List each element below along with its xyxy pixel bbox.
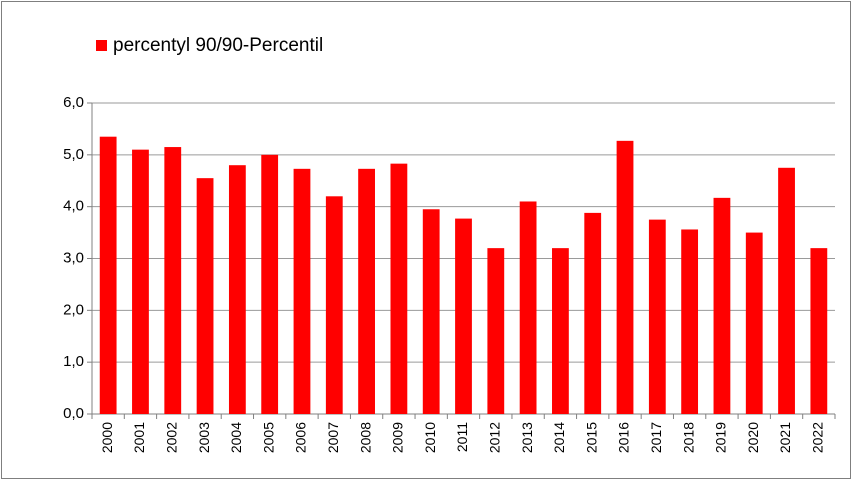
x-tick-label: 2014 bbox=[551, 422, 567, 453]
x-tick-label: 2001 bbox=[131, 422, 147, 453]
bar bbox=[681, 229, 699, 414]
x-tick-label: 2015 bbox=[583, 422, 599, 453]
bar bbox=[616, 140, 634, 415]
bar bbox=[810, 248, 828, 414]
y-tick-label: 5,0 bbox=[63, 146, 84, 163]
y-tick-label: 6,0 bbox=[63, 94, 84, 111]
x-tick-label: 2012 bbox=[487, 422, 503, 453]
x-tick-label: 2000 bbox=[99, 422, 115, 453]
x-tick-label: 2005 bbox=[260, 422, 276, 453]
x-tick-label: 2006 bbox=[293, 422, 309, 453]
bar bbox=[455, 218, 472, 414]
x-tick-label: 2004 bbox=[228, 422, 244, 453]
x-tick-label: 2016 bbox=[616, 422, 632, 453]
bar bbox=[358, 168, 375, 414]
bar bbox=[648, 219, 666, 414]
bar bbox=[293, 168, 311, 414]
x-tick-label: 2008 bbox=[357, 422, 373, 453]
x-tick-label: 2017 bbox=[648, 422, 664, 453]
bar bbox=[99, 136, 117, 415]
legend-swatch bbox=[96, 40, 107, 51]
x-tick-label: 2013 bbox=[519, 422, 535, 453]
bar bbox=[325, 196, 343, 414]
bar bbox=[713, 197, 731, 414]
bar bbox=[519, 201, 537, 414]
x-tick-label: 2002 bbox=[163, 422, 179, 453]
bar bbox=[164, 147, 182, 414]
bar bbox=[778, 167, 795, 414]
bar bbox=[584, 212, 602, 414]
x-tick-label: 2018 bbox=[680, 422, 696, 453]
y-tick-label: 4,0 bbox=[63, 198, 84, 215]
bar bbox=[487, 248, 505, 414]
bar bbox=[745, 232, 763, 414]
bar bbox=[196, 178, 214, 414]
x-tick-label: 2021 bbox=[777, 422, 793, 453]
x-tick-label: 2019 bbox=[713, 422, 729, 453]
bar bbox=[390, 163, 408, 414]
y-tick-label: 3,0 bbox=[63, 249, 84, 266]
x-tick-label: 2010 bbox=[422, 422, 438, 453]
y-tick-label: 0,0 bbox=[63, 405, 84, 422]
x-tick-label: 2022 bbox=[810, 422, 826, 453]
x-tick-label: 2009 bbox=[390, 422, 406, 453]
y-tick-label: 1,0 bbox=[63, 353, 84, 370]
x-tick-label: 2011 bbox=[454, 422, 470, 452]
bar bbox=[132, 149, 149, 414]
bar bbox=[552, 248, 569, 414]
legend-label: percentyl 90/90-Percentil bbox=[113, 35, 323, 56]
bar bbox=[228, 165, 246, 414]
x-tick-label: 2003 bbox=[196, 422, 212, 453]
x-tick-label: 2007 bbox=[325, 422, 341, 453]
bar bbox=[422, 209, 440, 414]
y-tick-label: 2,0 bbox=[63, 301, 84, 318]
bar bbox=[261, 154, 279, 415]
x-tick-label: 2020 bbox=[745, 422, 761, 453]
